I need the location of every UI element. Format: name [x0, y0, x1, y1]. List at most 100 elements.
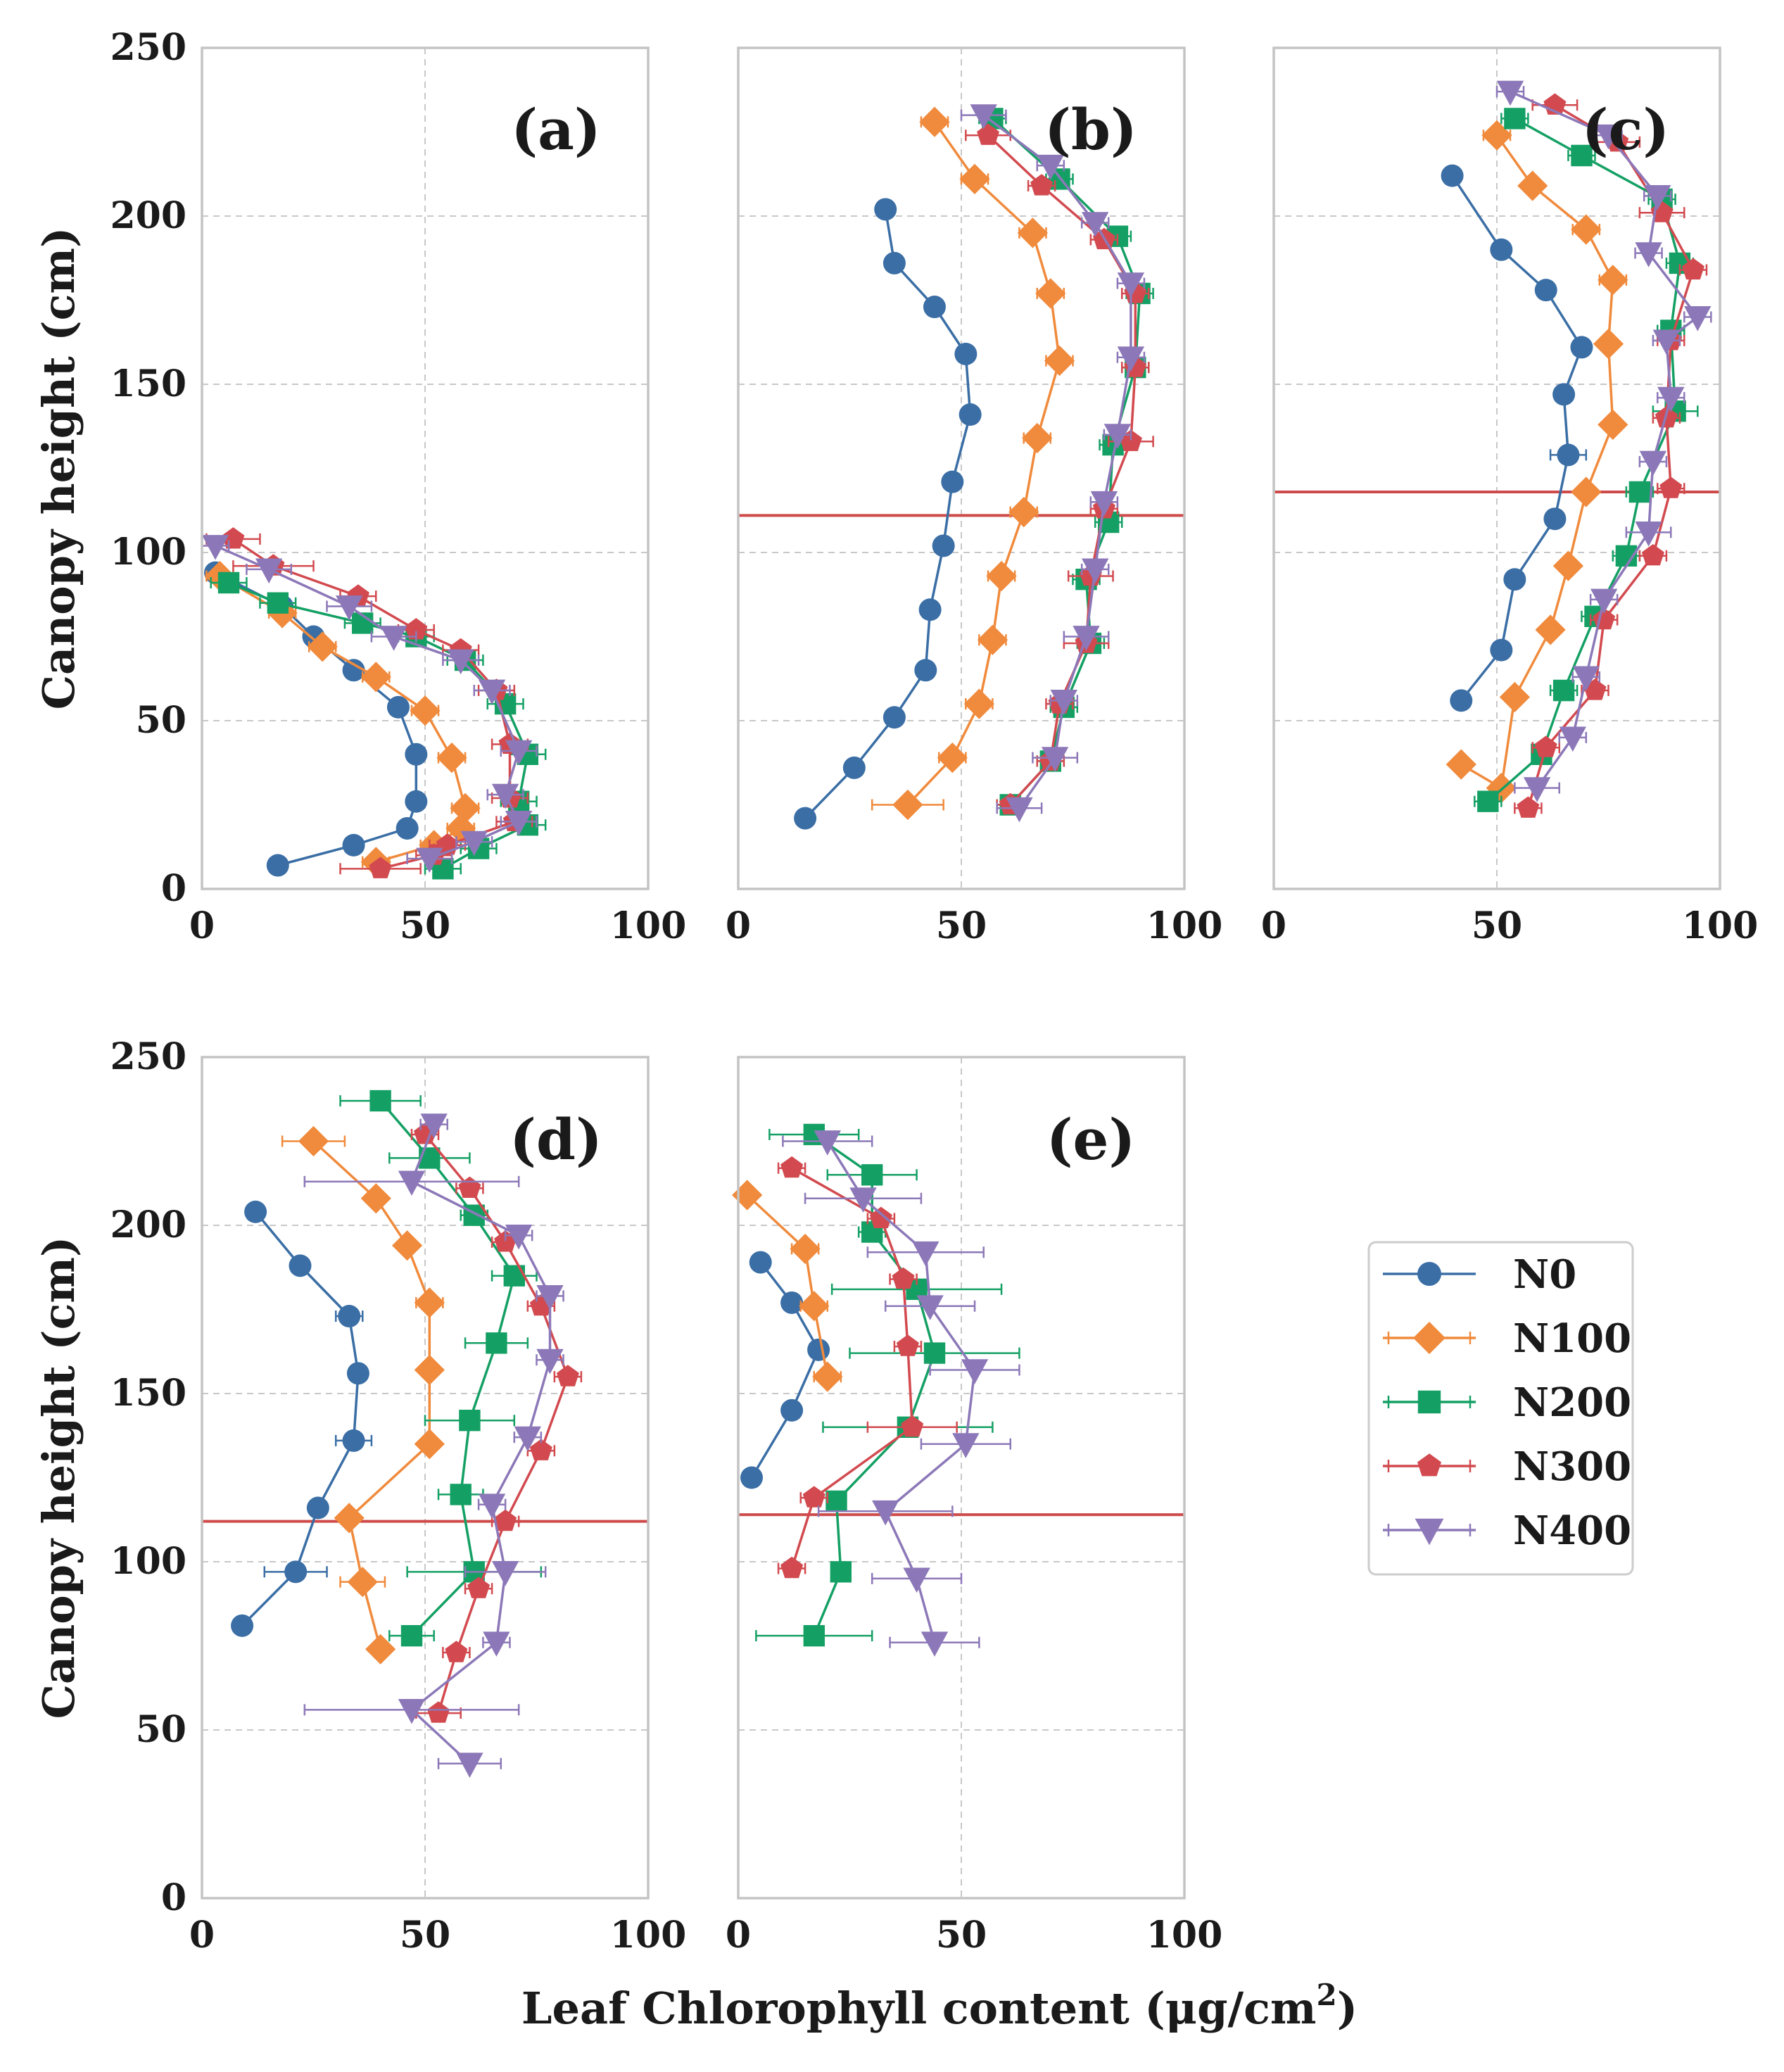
- data-point: [790, 1233, 821, 1265]
- data-point: [450, 1484, 472, 1505]
- data-point: [1490, 638, 1513, 662]
- legend-marker: [1415, 1518, 1444, 1546]
- data-point: [1517, 796, 1540, 818]
- data-point: [1684, 306, 1712, 331]
- data-point: [447, 649, 474, 675]
- data-point: [427, 1701, 450, 1723]
- data-point: [231, 1614, 254, 1637]
- series-n400: [201, 535, 538, 873]
- legend-marker: [1417, 1262, 1441, 1286]
- data-point: [807, 1338, 830, 1361]
- data-point: [405, 790, 428, 813]
- data-point: [1615, 545, 1638, 567]
- data-point: [414, 1287, 445, 1318]
- data-point: [896, 1334, 919, 1356]
- data-point: [1570, 336, 1593, 359]
- y-tick-label: 250: [110, 26, 186, 69]
- series-n100: [732, 1180, 843, 1392]
- x-tick-label: 100: [1146, 904, 1223, 947]
- data-point: [255, 558, 283, 584]
- data-point: [1082, 558, 1109, 584]
- data-point: [396, 816, 419, 840]
- data-point: [923, 296, 946, 319]
- y-tick-label: 0: [161, 867, 186, 910]
- data-point: [959, 163, 990, 194]
- series-n100: [281, 1125, 445, 1664]
- y-axis-title: Canopy height (cm): [33, 1237, 84, 1719]
- data-point: [1598, 409, 1628, 440]
- data-point: [334, 1503, 365, 1534]
- data-point: [1652, 329, 1681, 355]
- data-point: [919, 106, 950, 137]
- data-point: [1503, 568, 1526, 591]
- data-point: [1517, 170, 1548, 201]
- data-point: [336, 595, 363, 621]
- data-point: [794, 807, 817, 830]
- x-axis-title-end: ): [1337, 1983, 1358, 2034]
- data-point: [1593, 329, 1624, 360]
- data-point: [420, 1113, 448, 1139]
- data-point: [289, 1254, 312, 1277]
- data-point: [1044, 345, 1075, 377]
- legend-marker: [1413, 1322, 1445, 1354]
- data-point: [491, 1561, 519, 1586]
- data-point: [1552, 383, 1576, 406]
- data-point: [486, 1332, 507, 1354]
- data-point: [842, 756, 866, 779]
- data-point: [1557, 443, 1580, 467]
- data-point: [392, 1230, 423, 1261]
- data-point: [398, 1699, 426, 1724]
- legend-label: N0: [1513, 1251, 1576, 1298]
- series-n400: [782, 1130, 1020, 1657]
- series-line: [746, 1194, 829, 1377]
- y-tick-label: 100: [110, 531, 186, 574]
- y-tick-label: 50: [136, 1708, 186, 1751]
- data-point: [1571, 144, 1593, 167]
- series-line: [241, 1211, 360, 1627]
- data-point: [803, 1625, 825, 1647]
- x-tick-label: 50: [400, 904, 450, 947]
- series-n0: [794, 198, 982, 830]
- data-point: [505, 811, 533, 836]
- data-point: [892, 1267, 915, 1289]
- series-line: [1460, 134, 1614, 790]
- x-tick-label: 0: [189, 1914, 215, 1957]
- data-point: [861, 1164, 883, 1186]
- legend: N0 N100 N200 N300 N400: [1367, 1241, 1634, 1576]
- data-point: [937, 743, 968, 773]
- data-point: [780, 1156, 804, 1178]
- data-point: [459, 1410, 481, 1432]
- data-point: [414, 1429, 445, 1460]
- data-point: [494, 1509, 517, 1531]
- data-point: [1682, 258, 1704, 280]
- data-point: [1041, 747, 1069, 772]
- data-point: [450, 792, 481, 823]
- y-tick-label: 0: [161, 1876, 186, 1919]
- panel-4: 0 50 100 0 50 100 150 200 250 (d) Canopy height (c…: [33, 1035, 686, 1957]
- data-point: [386, 695, 410, 719]
- data-point: [923, 1342, 946, 1364]
- y-tick-label: 200: [110, 1204, 186, 1246]
- x-tick-label: 0: [726, 1914, 751, 1957]
- data-point: [977, 624, 1008, 655]
- data-point: [986, 560, 1017, 592]
- data-point: [347, 1567, 378, 1598]
- data-point: [217, 571, 240, 594]
- data-point: [1008, 497, 1039, 528]
- data-point: [1657, 386, 1685, 412]
- data-point: [380, 626, 407, 651]
- data-point: [405, 743, 428, 766]
- data-point: [1598, 265, 1628, 296]
- plot-frame: [201, 1056, 650, 1900]
- data-point: [405, 618, 428, 640]
- data-point: [445, 813, 476, 844]
- data-point: [529, 1439, 552, 1460]
- data-point: [921, 1631, 949, 1657]
- data-point: [1659, 476, 1683, 498]
- data-point: [1499, 681, 1530, 713]
- data-point: [740, 1466, 764, 1489]
- data-point: [812, 1361, 843, 1392]
- series-n100: [871, 106, 1075, 821]
- data-point: [369, 857, 392, 878]
